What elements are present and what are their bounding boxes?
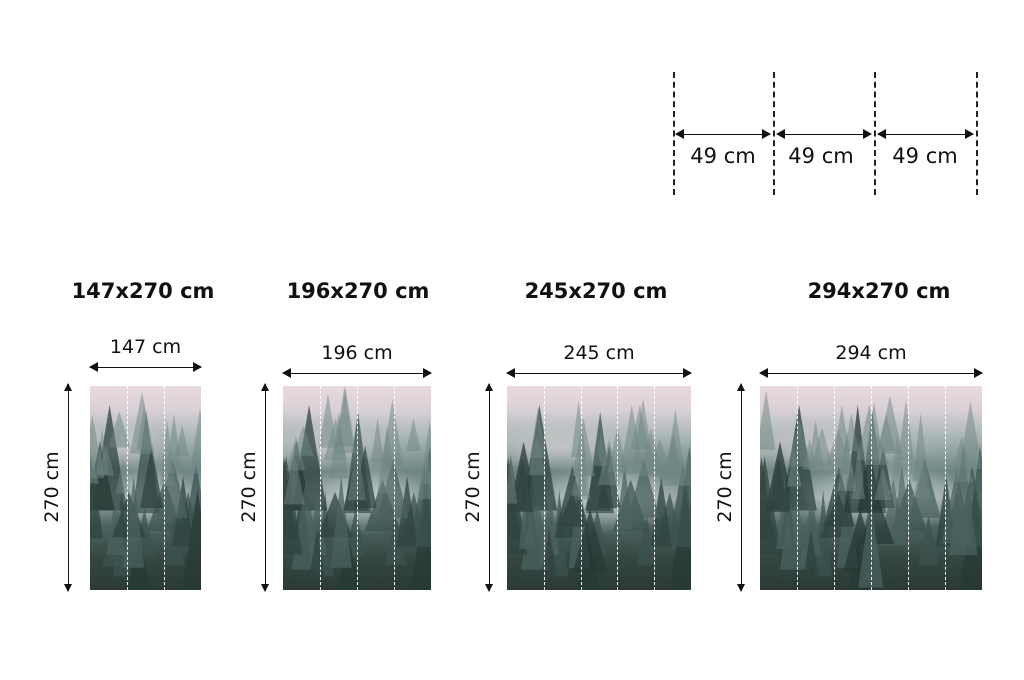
seam-line bbox=[976, 72, 978, 195]
width-label: 245 cm bbox=[563, 342, 635, 364]
variant-title: 147x270 cm bbox=[71, 279, 215, 303]
height-arrow bbox=[64, 383, 72, 592]
height-label: 270 cm bbox=[714, 451, 736, 523]
width-arrow bbox=[506, 368, 692, 378]
seam-line bbox=[773, 72, 775, 195]
panel-seam bbox=[797, 386, 798, 590]
panel-seam bbox=[127, 386, 128, 590]
seam-line bbox=[673, 72, 675, 195]
height-label: 270 cm bbox=[462, 451, 484, 523]
panel-seam bbox=[945, 386, 946, 590]
panel-seam bbox=[544, 386, 545, 590]
height-arrow bbox=[261, 383, 269, 592]
segment-label: 49 cm bbox=[690, 144, 756, 168]
panel-seam bbox=[908, 386, 909, 590]
width-label: 294 cm bbox=[835, 342, 907, 364]
segment-label: 49 cm bbox=[788, 144, 854, 168]
width-label: 147 cm bbox=[109, 336, 182, 358]
width-arrow bbox=[282, 368, 432, 378]
forest-wallpaper-preview bbox=[507, 386, 691, 590]
segment-label: 49 cm bbox=[892, 144, 958, 168]
variant-title: 245x270 cm bbox=[524, 279, 668, 303]
panel-seam bbox=[581, 386, 582, 590]
panel-seam bbox=[834, 386, 835, 590]
seam-line bbox=[874, 72, 876, 195]
height-arrow bbox=[737, 383, 745, 592]
panel-seam bbox=[617, 386, 618, 590]
width-arrow bbox=[89, 362, 202, 372]
height-arrow bbox=[485, 383, 493, 592]
panel-seam bbox=[394, 386, 395, 590]
width-label: 196 cm bbox=[321, 342, 393, 364]
variant-title: 294x270 cm bbox=[807, 279, 951, 303]
variant-title: 196x270 cm bbox=[286, 279, 430, 303]
height-label: 270 cm bbox=[41, 451, 63, 523]
height-label: 270 cm bbox=[238, 451, 260, 523]
width-arrow bbox=[675, 129, 771, 139]
forest-wallpaper-preview bbox=[760, 386, 982, 590]
panel-seam bbox=[654, 386, 655, 590]
forest-wallpaper-preview bbox=[90, 386, 201, 590]
panel-seam bbox=[320, 386, 321, 590]
panel-seam bbox=[164, 386, 165, 590]
forest-wallpaper-preview bbox=[283, 386, 431, 590]
width-arrow bbox=[877, 129, 974, 139]
panel-seam bbox=[871, 386, 872, 590]
width-arrow bbox=[759, 368, 983, 378]
width-arrow bbox=[776, 129, 872, 139]
panel-seam bbox=[357, 386, 358, 590]
